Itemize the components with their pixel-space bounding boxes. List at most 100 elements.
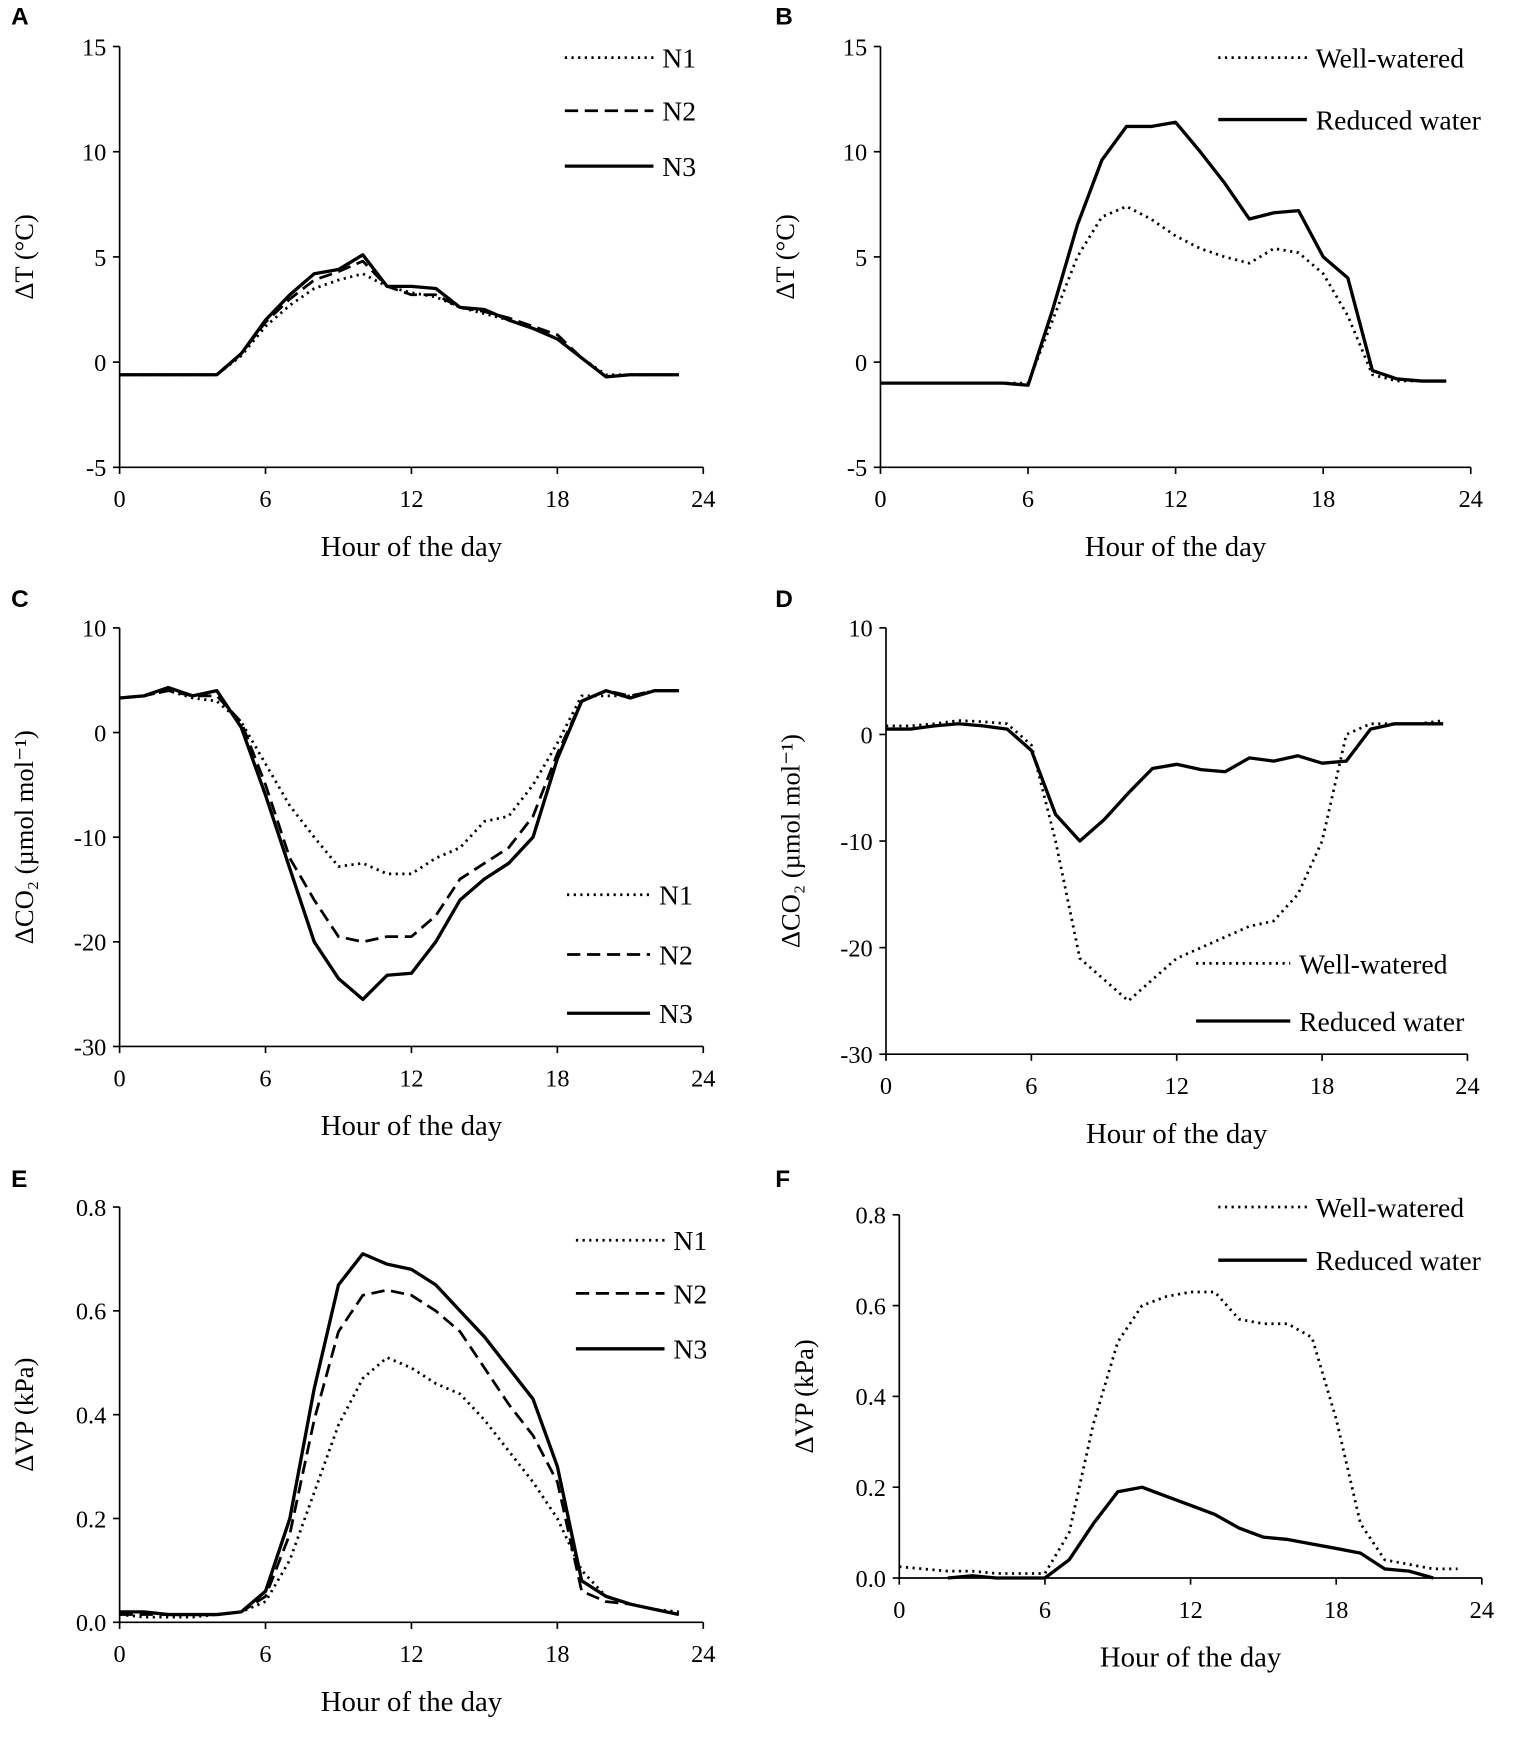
y-tick-label: 10 [82, 140, 106, 167]
x-tick-label: 6 [259, 486, 271, 513]
y-tick-label: 15 [843, 34, 867, 61]
x-tick-label: 6 [259, 1641, 271, 1668]
panel-c: C -30 -20 -10 0 10 0 6 12 18 24 Hour of the day ΔCO₂… [9, 586, 715, 1142]
y-axis-label: ΔT (°C) [9, 214, 39, 299]
x-tick-label: 0 [880, 1073, 892, 1100]
x-tick-label: 18 [545, 486, 569, 513]
x-tick-label: 18 [545, 1065, 569, 1092]
panel-letter: E [11, 1166, 27, 1193]
x-axis-label: Hour of the day [1086, 1118, 1268, 1150]
legend-label: N3 [659, 998, 693, 1029]
x-tick-label: 0 [114, 486, 126, 513]
legend-label: N2 [662, 96, 696, 127]
panel-letter: A [11, 3, 29, 30]
y-tick-label: 0 [861, 722, 873, 749]
y-tick-label: 0.2 [856, 1475, 886, 1502]
panel-letter: C [11, 586, 29, 613]
x-tick-label: 18 [1324, 1597, 1348, 1624]
x-tick-label: 24 [691, 486, 715, 513]
x-tick-label: 24 [1459, 486, 1483, 513]
series-line-n3 [119, 253, 679, 379]
panel-b: B -5 0 5 10 15 0 6 12 18 24 Hour of the day ΔT (°C) W… [770, 3, 1483, 563]
series-line-n3 [119, 685, 679, 1002]
y-axis-label: ΔVP (kPa) [789, 1339, 819, 1453]
series-line-well-watered [880, 205, 1447, 385]
y-tick-label: 0.4 [76, 1403, 106, 1430]
legend-label: N3 [662, 151, 696, 182]
legend-label: Reduced water [1316, 1245, 1481, 1276]
legend-label: Well-watered [1316, 43, 1465, 74]
x-tick-label: 6 [1025, 1073, 1037, 1100]
panel-a: A -5 0 5 10 15 0 6 12 18 24 Hour of the day ΔT (°C) N… [9, 3, 715, 563]
x-tick-label: 12 [399, 1065, 423, 1092]
series-line-reduced-water [886, 722, 1444, 843]
legend-label: N3 [673, 1334, 707, 1365]
y-tick-label: -10 [74, 825, 106, 852]
y-tick-label: -5 [847, 455, 867, 482]
y-tick-label: 0.6 [856, 1293, 886, 1320]
series-line-n1 [119, 1356, 680, 1619]
x-tick-label: 12 [399, 486, 423, 513]
y-tick-label: 15 [82, 34, 106, 61]
x-tick-label: 24 [691, 1641, 715, 1668]
series-line-well-watered [886, 719, 1444, 1003]
panel-d: D -30 -20 -10 0 10 0 6 12 18 24 Hour of the day ΔCO₂… [775, 586, 1479, 1150]
x-tick-label: 24 [1470, 1597, 1494, 1624]
y-tick-label: 0.2 [76, 1506, 106, 1533]
y-tick-label: 0 [855, 350, 867, 377]
y-tick-label: -30 [74, 1034, 106, 1061]
x-tick-label: 0 [114, 1065, 126, 1092]
series-line-n2 [119, 1288, 680, 1616]
x-tick-label: 6 [1039, 1597, 1051, 1624]
x-tick-label: 18 [1311, 486, 1335, 513]
y-tick-label: 0.0 [856, 1566, 886, 1593]
legend-label: N1 [659, 880, 693, 911]
y-axis-label: ΔCO₂ (µmol mol⁻¹) [776, 734, 806, 948]
panel-f: F 0.0 0.2 0.4 0.6 0.8 0 6 12 18 24 Hour of the day Δ… [775, 1166, 1494, 1673]
y-tick-label: 0.8 [76, 1195, 106, 1222]
x-tick-label: 24 [691, 1065, 715, 1092]
series-line-n1 [119, 272, 679, 377]
series-line-reduced-water [880, 120, 1447, 387]
y-tick-label: -10 [840, 829, 872, 856]
legend-label: Well-watered [1299, 948, 1448, 979]
x-tick-label: 24 [1455, 1073, 1479, 1100]
x-tick-label: 12 [1178, 1597, 1202, 1624]
y-tick-label: 0.4 [856, 1384, 886, 1411]
panel-letter: D [775, 586, 793, 613]
y-axis-label: ΔVP (kPa) [9, 1358, 39, 1472]
y-tick-label: -20 [840, 935, 872, 962]
y-tick-label: 0 [94, 720, 106, 747]
legend-label: N1 [673, 1225, 707, 1256]
series-line-reduced-water [947, 1485, 1434, 1580]
y-tick-label: 10 [848, 616, 872, 643]
panel-e: E 0.0 0.2 0.4 0.6 0.8 0 6 12 18 24 Hour of the day Δ… [9, 1166, 715, 1718]
series-line-well-watered [899, 1290, 1458, 1575]
legend-label: Well-watered [1316, 1192, 1465, 1223]
x-tick-label: 6 [1022, 486, 1034, 513]
y-tick-label: 0 [94, 350, 106, 377]
y-tick-label: 10 [843, 140, 867, 167]
x-tick-label: 12 [1163, 486, 1187, 513]
legend-label: N2 [659, 940, 693, 971]
series-line-n1 [119, 689, 679, 876]
x-tick-label: 12 [1165, 1073, 1189, 1100]
panel-letter: B [775, 3, 793, 30]
y-tick-label: -5 [86, 455, 106, 482]
y-tick-label: -30 [840, 1042, 872, 1069]
series-line-n3 [119, 1252, 680, 1617]
y-tick-label: 0.8 [856, 1203, 886, 1230]
y-tick-label: 5 [855, 245, 867, 272]
y-tick-label: 0.6 [76, 1299, 106, 1326]
y-tick-label: 5 [94, 245, 106, 272]
legend-label: Reduced water [1299, 1006, 1464, 1037]
y-tick-label: 0.0 [76, 1610, 106, 1637]
x-tick-label: 6 [259, 1065, 271, 1092]
x-axis-label: Hour of the day [1085, 531, 1267, 563]
y-axis-label: ΔT (°C) [770, 214, 800, 299]
x-tick-label: 18 [545, 1641, 569, 1668]
x-axis-label: Hour of the day [321, 1110, 503, 1142]
panel-letter: F [775, 1166, 790, 1193]
legend-label: N1 [662, 43, 696, 74]
